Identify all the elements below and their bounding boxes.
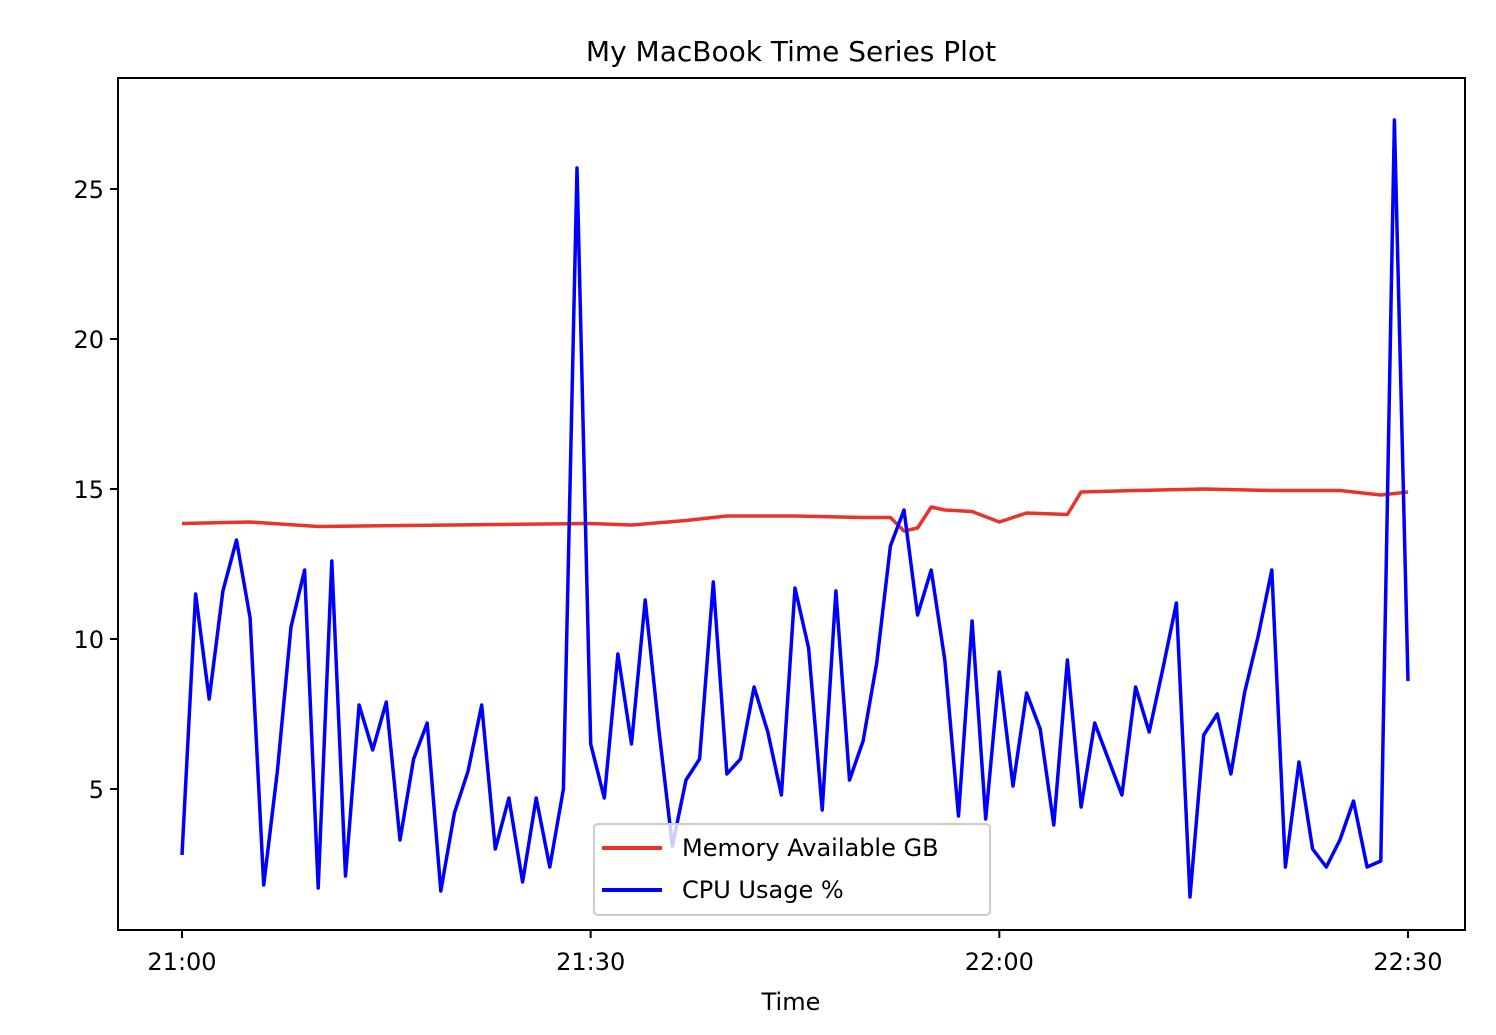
legend-box xyxy=(593,823,991,916)
y-tick-label: 15 xyxy=(73,476,104,504)
legend-label-cpu: CPU Usage % xyxy=(682,876,844,904)
x-tick-label: 21:30 xyxy=(556,948,625,976)
y-tick-label: 25 xyxy=(73,176,104,204)
axes-frame xyxy=(117,77,1466,931)
legend-label-memory: Memory Available GB xyxy=(682,834,939,862)
y-tick-label: 20 xyxy=(73,326,104,354)
series-line-memory-available-gb xyxy=(181,487,1409,533)
series-layer xyxy=(180,118,1410,899)
y-axis: 5 10 15 20 25 xyxy=(73,176,118,804)
x-axis: 21:00 21:30 22:00 22:30 xyxy=(147,930,1443,976)
legend: Memory Available GB CPU Usage % xyxy=(593,823,991,916)
x-tick-label: 22:30 xyxy=(1373,948,1442,976)
y-tick-label: 10 xyxy=(73,626,104,654)
x-axis-label: Time xyxy=(761,988,821,1016)
x-tick-label: 21:00 xyxy=(147,948,216,976)
y-tick-label: 5 xyxy=(89,776,104,804)
series-points-cpu-usage xyxy=(181,119,1409,898)
chart-title: My MacBook Time Series Plot xyxy=(586,35,996,68)
series-points-memory-available-gb xyxy=(181,488,1409,532)
x-tick-label: 22:00 xyxy=(965,948,1034,976)
